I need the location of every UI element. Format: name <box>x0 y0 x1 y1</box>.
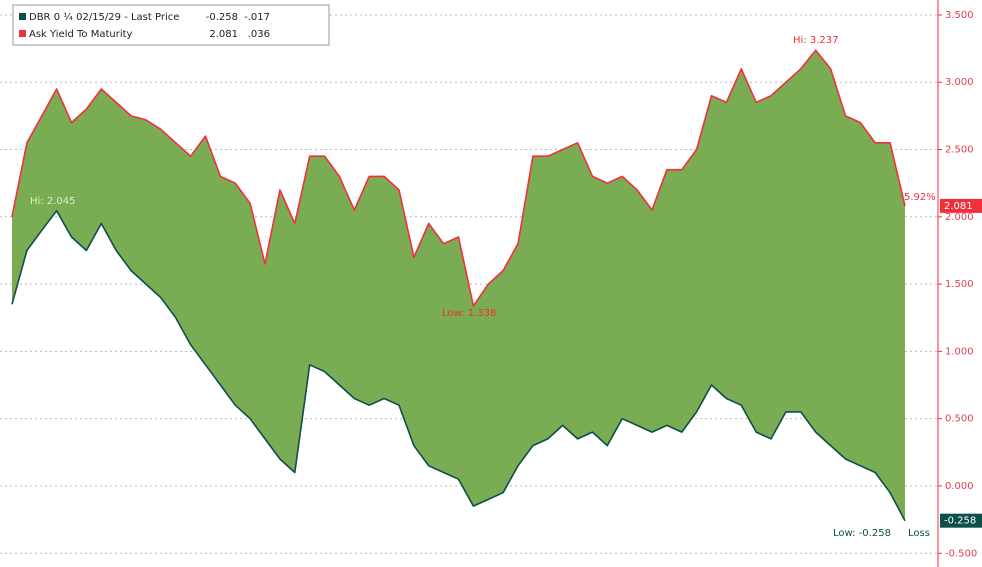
y-tick-label: 2.500 <box>945 145 974 156</box>
legend-last: -0.258 <box>206 12 238 23</box>
annotation: 5.92% <box>904 192 936 203</box>
last-value-boxes: 2.081 -0.258 <box>940 198 982 528</box>
spread-area <box>12 50 905 521</box>
series-line <box>11 210 906 522</box>
y-tick-label: -0.500 <box>945 548 977 559</box>
legend-label: Ask Yield To Maturity <box>29 29 133 40</box>
last-value-label: -0.258 <box>944 516 976 527</box>
annotation: Low: -0.258 <box>833 528 891 539</box>
y-tick-label: 1.500 <box>945 279 974 290</box>
legend-box <box>12 4 330 46</box>
last-value-box <box>940 513 982 528</box>
y-tick-label: 3.000 <box>945 77 974 88</box>
annotation: Hi: 2.045 <box>30 196 75 207</box>
annotation: Hi: 3.237 <box>793 35 838 46</box>
legend-change: .036 <box>248 29 270 40</box>
series-line <box>11 49 906 307</box>
legend-last: 2.081 <box>209 29 238 40</box>
y-tick-label: 2.000 <box>945 212 974 223</box>
annotation: Loss <box>908 528 930 539</box>
legend-label: DBR 0 ¼ 02/15/29 - Last Price <box>29 11 179 23</box>
y-tick-label: 0.500 <box>945 414 974 425</box>
last-value-label: 2.081 <box>944 201 973 212</box>
y-tick-label: 0.000 <box>945 481 974 492</box>
legend: DBR 0 ¼ 02/15/29 - Last Price -0.258 -.0… <box>12 4 330 46</box>
legend-swatch <box>19 13 26 20</box>
annotation: Low: 1.338 <box>442 308 496 319</box>
legend-swatch <box>19 30 26 37</box>
y-tick-label: 3.500 <box>945 10 974 21</box>
last-value-box <box>940 198 982 213</box>
plot <box>11 49 906 522</box>
y-tick-label: 1.000 <box>945 346 974 357</box>
legend-change: -.017 <box>244 12 270 23</box>
